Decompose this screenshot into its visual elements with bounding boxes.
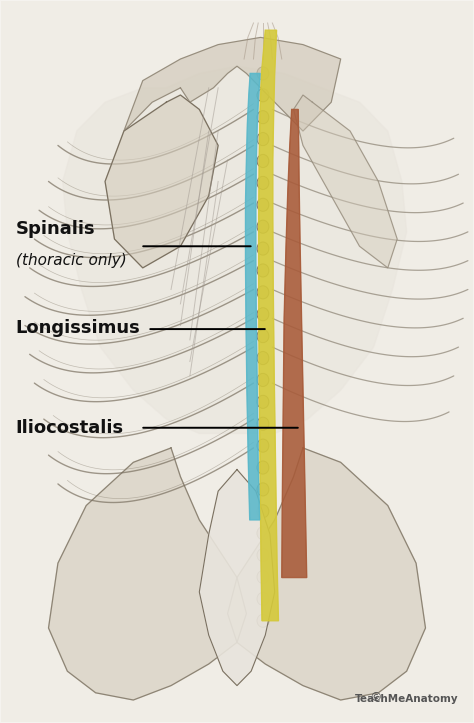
Ellipse shape: [257, 286, 269, 299]
Ellipse shape: [257, 264, 269, 277]
Ellipse shape: [257, 505, 269, 518]
Ellipse shape: [257, 570, 269, 583]
Ellipse shape: [257, 221, 269, 233]
Ellipse shape: [257, 374, 269, 386]
Ellipse shape: [257, 395, 269, 408]
Polygon shape: [48, 448, 246, 700]
Polygon shape: [105, 95, 218, 268]
Ellipse shape: [257, 89, 269, 102]
Text: ©: ©: [369, 690, 382, 703]
Polygon shape: [228, 448, 426, 700]
Ellipse shape: [257, 461, 269, 474]
Polygon shape: [246, 74, 260, 520]
Text: TeachMeAnatomy: TeachMeAnatomy: [355, 693, 458, 703]
Polygon shape: [282, 109, 307, 578]
Ellipse shape: [257, 308, 269, 321]
Text: Longissimus: Longissimus: [16, 319, 140, 337]
Polygon shape: [293, 95, 397, 268]
Ellipse shape: [257, 198, 269, 211]
Polygon shape: [199, 469, 275, 685]
Text: Spinalis: Spinalis: [16, 220, 95, 238]
Ellipse shape: [257, 155, 269, 168]
Polygon shape: [63, 67, 407, 434]
Ellipse shape: [257, 111, 269, 124]
Ellipse shape: [257, 527, 269, 539]
Text: (thoracic only): (thoracic only): [16, 253, 126, 268]
Ellipse shape: [257, 592, 269, 605]
Ellipse shape: [257, 330, 269, 343]
Ellipse shape: [257, 417, 269, 430]
Ellipse shape: [257, 351, 269, 364]
Ellipse shape: [257, 615, 269, 628]
Ellipse shape: [257, 67, 269, 80]
Ellipse shape: [257, 483, 269, 496]
Text: Iliocostalis: Iliocostalis: [16, 419, 124, 437]
Polygon shape: [124, 38, 341, 131]
Polygon shape: [259, 30, 278, 621]
Ellipse shape: [257, 132, 269, 145]
Ellipse shape: [257, 439, 269, 452]
Ellipse shape: [257, 176, 269, 189]
Ellipse shape: [257, 242, 269, 255]
Ellipse shape: [257, 549, 269, 562]
